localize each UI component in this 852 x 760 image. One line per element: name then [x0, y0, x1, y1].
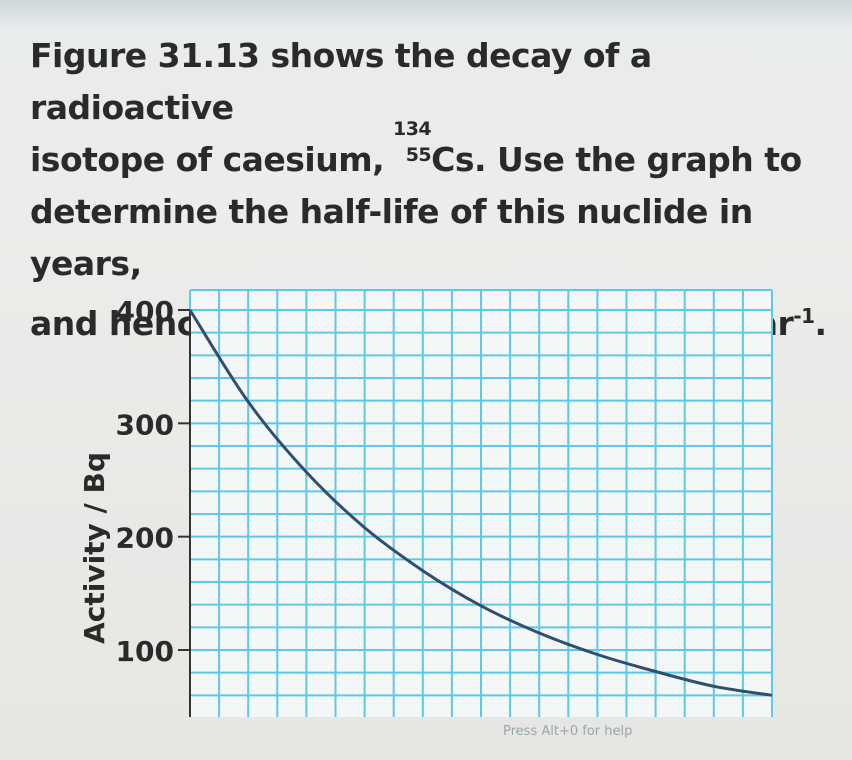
question-line-2-start: isotope of caesium, — [30, 140, 396, 179]
chart-series — [188, 309, 773, 697]
question-line-2-end: . Use the graph to — [474, 140, 802, 179]
chart-axes — [178, 309, 191, 717]
y-tick-label: 300 — [116, 408, 174, 441]
y-tick-label: 200 — [116, 522, 174, 555]
chart-grid — [189, 289, 773, 717]
decay-curve — [188, 309, 773, 697]
y-tick-label: 100 — [116, 635, 174, 668]
isotope-notation: 134 55 — [393, 119, 432, 171]
chart-labels: 100 200 300 400 Activity / Bq — [78, 295, 174, 668]
question-line-1: Figure 31.13 shows the decay of a radioa… — [30, 36, 652, 127]
element-symbol: Cs — [431, 140, 475, 179]
atomic-number: 55 — [405, 144, 432, 166]
question-line-2: isotope of caesium, 134 55 Cs. Use the gra… — [30, 119, 830, 186]
unit-exponent: -1 — [793, 304, 815, 328]
help-hint: Press Alt+0 for help — [503, 724, 633, 739]
mass-number: 134 — [392, 118, 432, 140]
question-line-4-end: . — [814, 304, 828, 343]
question-line-3: determine the half-life of this nuclide … — [30, 192, 753, 283]
y-axis-label: Activity / Bq — [78, 452, 111, 644]
y-tick-label: 400 — [116, 295, 174, 328]
